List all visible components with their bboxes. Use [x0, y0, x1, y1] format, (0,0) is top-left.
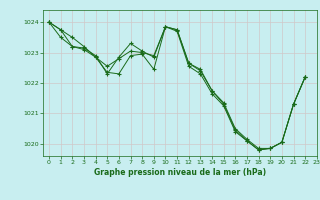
X-axis label: Graphe pression niveau de la mer (hPa): Graphe pression niveau de la mer (hPa)	[94, 168, 266, 177]
